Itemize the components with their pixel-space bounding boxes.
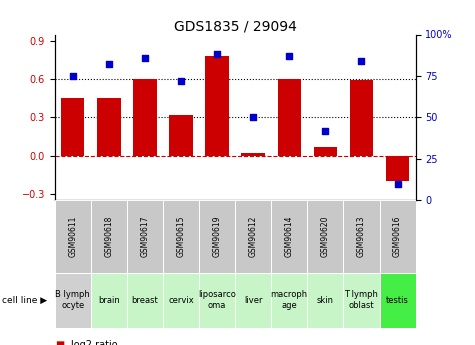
Text: GSM90611: GSM90611 [68, 216, 77, 257]
Bar [380, 200, 416, 273]
Text: B lymph
ocyte: B lymph ocyte [55, 290, 90, 310]
Bar [169, 115, 193, 156]
Bar [55, 273, 91, 328]
Text: liposarco
oma: liposarco oma [198, 290, 236, 310]
Bar [235, 200, 271, 273]
Bar [314, 147, 337, 156]
Point [358, 58, 365, 64]
Bar [343, 200, 380, 273]
Text: ■: ■ [55, 340, 64, 345]
Bar [163, 273, 199, 328]
Bar [55, 200, 91, 273]
Point [69, 73, 76, 79]
Text: GSM90618: GSM90618 [104, 216, 113, 257]
Point [105, 61, 113, 67]
Bar [307, 200, 343, 273]
Text: testis: testis [386, 296, 409, 305]
Text: cell line ▶: cell line ▶ [2, 296, 48, 305]
Bar [127, 200, 163, 273]
Title: GDS1835 / 29094: GDS1835 / 29094 [174, 19, 296, 33]
Text: T lymph
oblast: T lymph oblast [344, 290, 379, 310]
Bar [199, 200, 235, 273]
Bar [97, 98, 121, 156]
Bar [386, 156, 409, 181]
Bar [277, 79, 301, 156]
Text: GSM90614: GSM90614 [285, 216, 294, 257]
Bar [133, 79, 157, 156]
Bar [307, 273, 343, 328]
Point [213, 52, 221, 57]
Bar [205, 56, 229, 156]
Bar [343, 273, 380, 328]
Text: liver: liver [244, 296, 262, 305]
Bar [199, 273, 235, 328]
Text: macroph
age: macroph age [271, 290, 308, 310]
Bar [241, 153, 265, 156]
Text: GSM90617: GSM90617 [141, 216, 149, 257]
Text: skin: skin [317, 296, 334, 305]
Bar [271, 200, 307, 273]
Point [249, 115, 257, 120]
Bar [271, 273, 307, 328]
Text: GSM90616: GSM90616 [393, 216, 402, 257]
Text: GSM90620: GSM90620 [321, 216, 330, 257]
Point [322, 128, 329, 133]
Bar [163, 200, 199, 273]
Bar [61, 98, 85, 156]
Text: GSM90612: GSM90612 [249, 216, 257, 257]
Text: log2 ratio: log2 ratio [71, 340, 118, 345]
Point [394, 181, 401, 186]
Text: GSM90619: GSM90619 [213, 216, 221, 257]
Point [141, 55, 149, 60]
Point [177, 78, 185, 83]
Bar [91, 273, 127, 328]
Bar [127, 273, 163, 328]
Point [285, 53, 293, 59]
Text: GSM90613: GSM90613 [357, 216, 366, 257]
Bar [380, 273, 416, 328]
Text: breast: breast [132, 296, 158, 305]
Text: cervix: cervix [168, 296, 194, 305]
Bar [235, 273, 271, 328]
Text: brain: brain [98, 296, 120, 305]
Text: GSM90615: GSM90615 [177, 216, 185, 257]
Bar [350, 80, 373, 156]
Bar [91, 200, 127, 273]
